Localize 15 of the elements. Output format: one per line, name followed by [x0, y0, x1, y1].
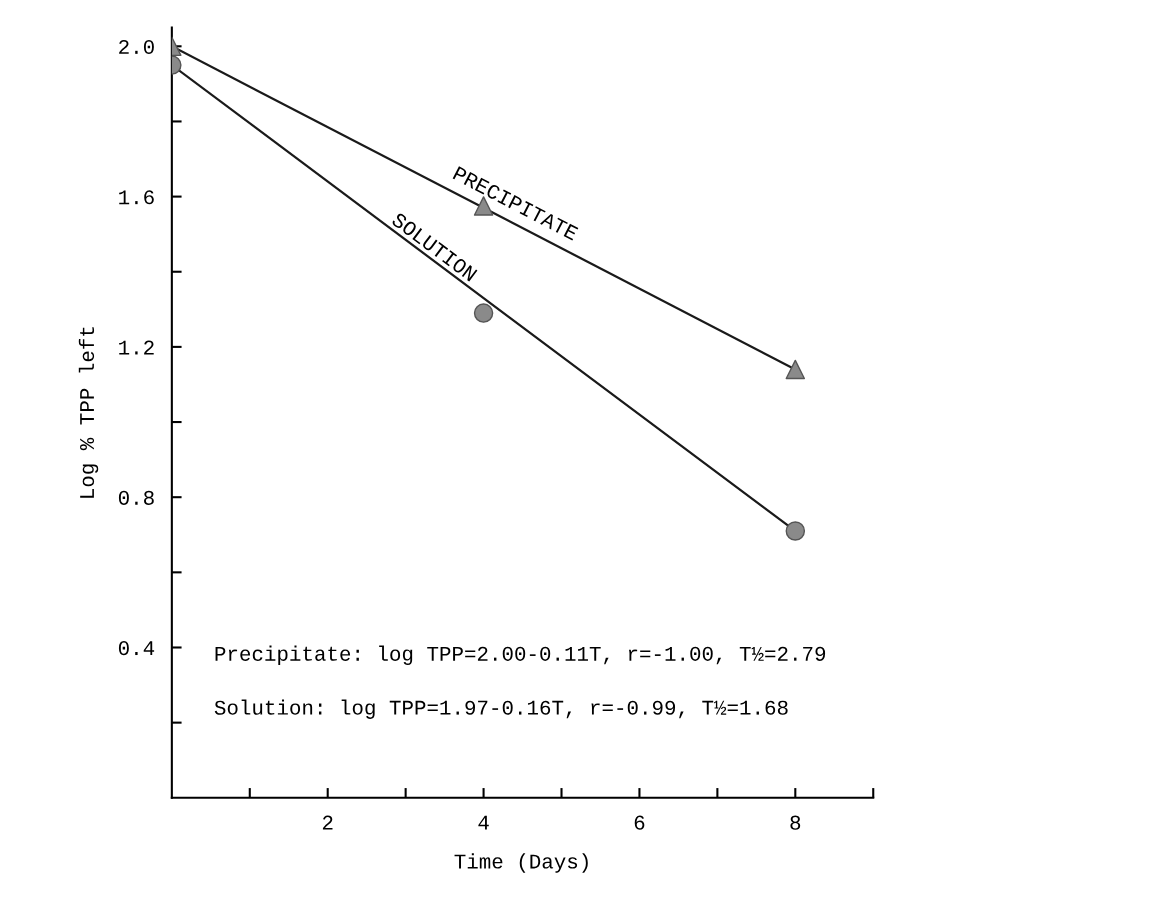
point: [785, 359, 806, 380]
annotation: Solution: log TPP=1.97-0.16T, r=-0.99, T½=1.68: [214, 699, 788, 719]
y-tick-label: 1.2: [119, 340, 154, 355]
x-tick-label: 8: [790, 815, 801, 830]
y-tick-label: 1.6: [119, 190, 154, 205]
y-tick-label: 0.4: [118, 641, 155, 656]
x-tick-label: 6: [634, 815, 645, 830]
y-tick-label: 0.8: [118, 490, 154, 505]
y-axis-title: Log % TPP left: [78, 327, 99, 498]
x-tick-label: 2: [322, 815, 333, 830]
annotation: Precipitate: log TPP=2.00-0.11T, r=-1.00, T½=2.79: [215, 645, 826, 665]
x-axis-title: Time (Days): [454, 853, 588, 873]
point: [785, 521, 806, 541]
x-tick-label: 4: [478, 815, 489, 830]
y-tick-label: 2.0: [119, 39, 154, 55]
